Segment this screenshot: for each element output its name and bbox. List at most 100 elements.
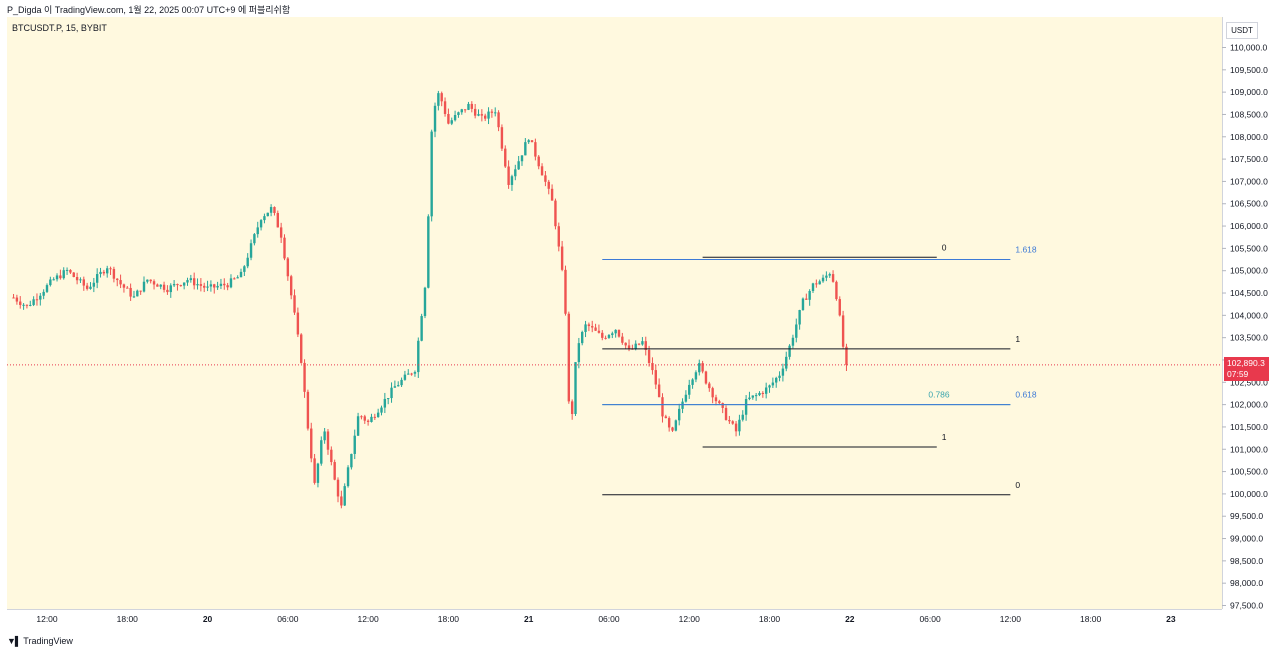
price-tick-label: 98,000.0 bbox=[1230, 578, 1263, 588]
candle-body bbox=[390, 387, 393, 399]
candle-body bbox=[524, 142, 527, 156]
chart-plot-area[interactable] bbox=[7, 17, 1222, 609]
candle-body bbox=[152, 281, 156, 285]
candle-body bbox=[805, 298, 808, 300]
candle-body bbox=[711, 388, 714, 398]
candle-body bbox=[657, 384, 661, 398]
footer-bar bbox=[0, 631, 1280, 654]
candle-body bbox=[443, 101, 447, 114]
price-tick-label: 106,000.0 bbox=[1230, 221, 1268, 231]
candle-body bbox=[798, 310, 801, 325]
candle-body bbox=[477, 114, 480, 116]
candle-body bbox=[483, 115, 487, 119]
candle-body bbox=[169, 285, 172, 293]
candle-body bbox=[119, 280, 122, 285]
brand-label: TradingView bbox=[23, 636, 73, 646]
price-tick-label: 104,000.0 bbox=[1230, 310, 1268, 320]
candle-body bbox=[146, 279, 149, 282]
candle-body bbox=[473, 108, 477, 116]
candle-body bbox=[691, 379, 694, 385]
candle-body bbox=[95, 274, 99, 283]
candle-body bbox=[259, 220, 263, 228]
price-tick-label: 106,500.0 bbox=[1230, 199, 1268, 209]
candle-body bbox=[149, 279, 152, 282]
candle-body bbox=[296, 312, 300, 335]
candles-group bbox=[12, 90, 848, 509]
candle-body bbox=[831, 274, 835, 282]
candle-body bbox=[42, 291, 45, 296]
candle-body bbox=[102, 271, 106, 274]
candle-body bbox=[594, 327, 597, 331]
candle-body bbox=[611, 333, 614, 336]
candle-body bbox=[189, 278, 193, 281]
candle-body bbox=[654, 370, 657, 385]
candle-body bbox=[417, 340, 420, 373]
candle-body bbox=[785, 356, 788, 369]
candle-body bbox=[721, 403, 724, 408]
time-axis[interactable] bbox=[7, 609, 1222, 632]
candle-body bbox=[196, 284, 199, 286]
candle-body bbox=[75, 277, 79, 281]
candle-body bbox=[764, 387, 768, 394]
candle-body bbox=[376, 412, 380, 418]
candle-body bbox=[811, 283, 815, 292]
time-tick-label: 06:00 bbox=[919, 614, 941, 624]
candle-body bbox=[581, 331, 584, 344]
candle-body bbox=[621, 336, 624, 343]
price-tick-label: 102,500.0 bbox=[1230, 377, 1268, 387]
candle-body bbox=[35, 299, 39, 301]
currency-unit-button[interactable]: USDT bbox=[1226, 22, 1258, 39]
price-tick-label: 107,500.0 bbox=[1230, 154, 1268, 164]
candle-body bbox=[172, 284, 176, 286]
candle-body bbox=[199, 284, 203, 286]
candle-body bbox=[106, 268, 109, 274]
candle-body bbox=[89, 286, 92, 289]
candle-body bbox=[617, 329, 621, 337]
candle-body bbox=[835, 281, 838, 300]
candle-body bbox=[761, 392, 765, 394]
candle-body bbox=[72, 272, 75, 278]
tradingview-brand[interactable]: ▼▌ TradingView bbox=[7, 636, 73, 646]
candle-body bbox=[159, 284, 162, 287]
time-tick-label: 12:00 bbox=[36, 614, 58, 624]
candle-body bbox=[397, 385, 400, 387]
candle-body bbox=[430, 131, 433, 217]
candle-body bbox=[500, 127, 504, 149]
price-tick-label: 97,500.0 bbox=[1230, 601, 1263, 611]
candle-body bbox=[366, 420, 370, 422]
candle-body bbox=[433, 105, 437, 132]
candle-body bbox=[544, 175, 547, 182]
candle-body bbox=[748, 397, 751, 400]
price-tick-label: 107,000.0 bbox=[1230, 176, 1268, 186]
candle-body bbox=[276, 212, 280, 228]
price-tick-label: 100,500.0 bbox=[1230, 467, 1268, 477]
candle-body bbox=[279, 227, 283, 238]
fib-level-label: 0.618 bbox=[1015, 390, 1037, 400]
candle-body bbox=[818, 281, 821, 285]
candle-body bbox=[229, 278, 233, 288]
candle-body bbox=[557, 226, 560, 247]
candle-body bbox=[353, 435, 356, 454]
candle-body bbox=[597, 330, 601, 333]
candle-body bbox=[19, 301, 22, 305]
candle-body bbox=[413, 372, 417, 374]
fib-level-label: 1 bbox=[942, 432, 947, 442]
candle-body bbox=[825, 275, 828, 278]
symbol-legend[interactable]: BTCUSDT.P, 15, BYBIT bbox=[12, 23, 107, 33]
candle-body bbox=[85, 285, 89, 289]
candle-body bbox=[537, 156, 540, 167]
candle-body bbox=[708, 383, 711, 389]
candle-body bbox=[420, 316, 423, 341]
candle-body bbox=[192, 278, 196, 286]
candle-body bbox=[343, 486, 346, 506]
publish-caption-bar: P_Digda 이 TradingView.com, 1월 22, 2025 0… bbox=[0, 0, 1280, 17]
candle-body bbox=[591, 326, 594, 328]
candle-body bbox=[795, 324, 798, 338]
candle-body bbox=[641, 341, 644, 345]
price-axis[interactable] bbox=[1222, 17, 1280, 609]
candle-body bbox=[310, 428, 313, 459]
candle-body bbox=[480, 114, 484, 116]
candle-body bbox=[644, 341, 647, 350]
price-tick-label: 100,000.0 bbox=[1230, 489, 1268, 499]
